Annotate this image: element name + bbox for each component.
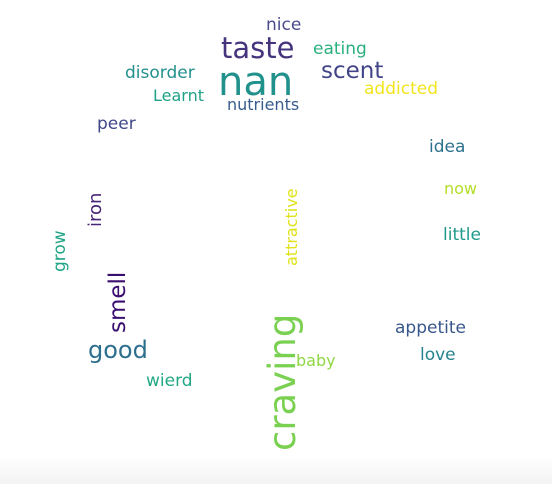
word-baby: baby bbox=[296, 351, 336, 370]
word-addicted: addicted bbox=[364, 79, 438, 99]
word-now: now bbox=[444, 179, 478, 198]
word-little: little bbox=[443, 225, 481, 245]
word-idea: idea bbox=[429, 137, 466, 157]
word-learnt: Learnt bbox=[153, 86, 204, 105]
word-scent: scent bbox=[321, 58, 384, 84]
word-smell: smell bbox=[105, 271, 131, 333]
word-eating: eating bbox=[313, 39, 367, 59]
word-nutrients: nutrients bbox=[227, 95, 300, 114]
word-peer: peer bbox=[97, 114, 136, 134]
word-disorder: disorder bbox=[125, 63, 195, 83]
word-good: good bbox=[88, 336, 148, 364]
word-grow: grow bbox=[50, 230, 70, 272]
word-attractive: attractive bbox=[282, 188, 301, 266]
word-nan: nan bbox=[218, 59, 294, 105]
word-appetite: appetite bbox=[395, 318, 466, 338]
word-taste: taste bbox=[221, 31, 295, 65]
word-wierd: wierd bbox=[146, 371, 193, 391]
word-craving: craving bbox=[261, 313, 304, 451]
word-iron: iron bbox=[85, 192, 106, 227]
word-nice: nice bbox=[266, 15, 302, 35]
word-love: love bbox=[420, 345, 456, 365]
